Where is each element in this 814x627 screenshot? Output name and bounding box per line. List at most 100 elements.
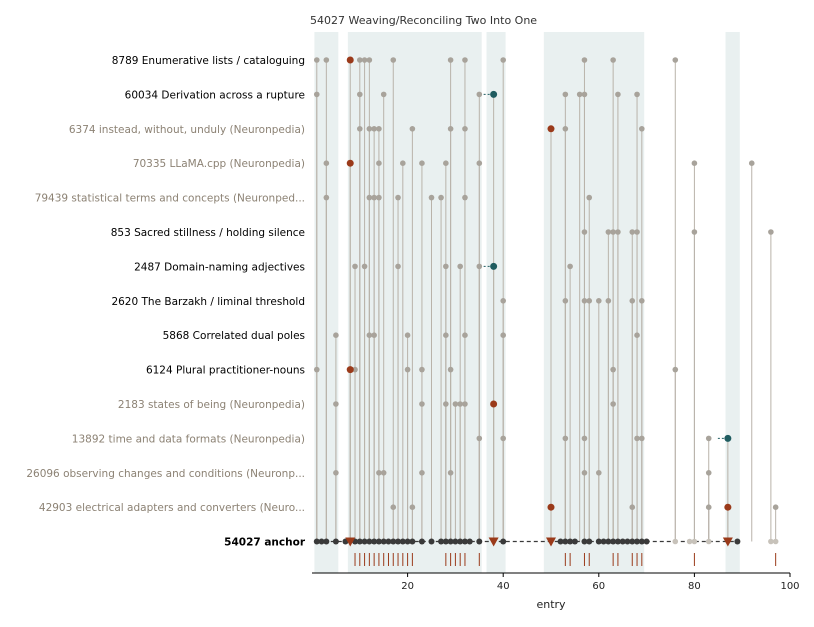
point-row0-x1 (313, 57, 320, 63)
teal-point-row6-x38 (490, 262, 498, 270)
anchor-point-x27 (438, 538, 445, 545)
point-row1-x35 (476, 91, 483, 98)
point-row9-x9 (352, 366, 358, 373)
band-3 (543, 32, 645, 573)
x-tick-label-80: 80 (688, 581, 701, 592)
point-row2-x12 (366, 126, 373, 132)
point-row13-x67 (629, 504, 636, 511)
point-row12-x60 (596, 470, 602, 476)
point-row3-x23 (419, 160, 425, 166)
point-row12-x83 (705, 470, 712, 476)
anchor-point-x10 (356, 538, 363, 545)
point-row3-x3 (323, 160, 330, 166)
anchor-faded-x97 (772, 538, 779, 545)
points-layer (313, 56, 779, 566)
point-row1-x53 (562, 91, 569, 98)
point-row12-x23 (419, 470, 425, 476)
anchor-point-x16 (385, 538, 392, 545)
anchor-point-x28 (442, 538, 449, 545)
teal-point-row11-x87 (724, 434, 732, 442)
point-row0-x32 (462, 57, 468, 63)
point-row6-x35 (476, 263, 483, 270)
x-axis: 20 40 60 80 100 (312, 572, 800, 592)
anchor-point-x11 (361, 538, 368, 545)
point-row4-x12 (366, 194, 373, 201)
point-row10-x63 (610, 401, 616, 407)
point-row6-x31 (457, 263, 463, 270)
anchor-point-x54 (567, 538, 574, 545)
point-row5-x96 (768, 229, 774, 235)
point-row9-x23 (419, 366, 425, 373)
anchor-point-x89 (734, 538, 741, 545)
anchor-faded-x83 (705, 538, 712, 545)
point-row7-x58 (586, 298, 593, 304)
point-row9-x29 (447, 366, 454, 373)
highlight-row13-x50 (547, 503, 555, 511)
point-row0-x63 (610, 57, 616, 63)
point-row12-x14 (376, 470, 382, 476)
point-row1-x64 (615, 91, 621, 98)
point-row13-x21 (409, 504, 416, 511)
point-row11-x35 (476, 435, 483, 442)
band-1 (347, 32, 482, 573)
point-row6-x54 (567, 263, 573, 270)
anchor-point-x40 (500, 538, 507, 545)
point-row6-x11 (361, 263, 368, 270)
point-row13-x17 (390, 504, 397, 511)
point-row2-x21 (409, 126, 416, 132)
row-label-0: 8789 Enumerative lists / cataloguing (112, 55, 305, 67)
anchor-point-x18 (395, 538, 402, 545)
anchor-triangle-x87 (722, 537, 733, 547)
point-row1-x56 (576, 91, 583, 98)
point-row9-x76 (672, 366, 679, 373)
anchor-point-x12 (366, 538, 373, 545)
anchor-faded-x96 (768, 538, 774, 545)
point-row3-x14 (376, 160, 382, 166)
anchor-point-x33 (466, 538, 473, 545)
labels-layer: 8789 Enumerative lists / cataloguing 6003… (26, 55, 305, 549)
point-row8-x5 (333, 332, 339, 339)
anchor-point-x21 (409, 538, 416, 545)
point-row2-x29 (447, 126, 454, 132)
anchor-point-x20 (404, 538, 411, 545)
point-row1-x1 (313, 91, 320, 98)
row-label-3: 70335 LLaMA.cpp (Neuronpedia) (133, 158, 305, 170)
anchor-point-x67 (629, 538, 636, 545)
row-label-6: 2487 Domain-naming adjectives (134, 261, 305, 273)
point-row5-x80 (691, 229, 698, 235)
point-row4-x27 (438, 194, 444, 201)
point-row11-x83 (705, 435, 712, 442)
anchor-point-x57 (581, 538, 588, 545)
row-label-10: 2183 states of being (Neuronpedia) (118, 399, 305, 411)
point-row8-x40 (500, 332, 507, 339)
anchor-point-x63 (610, 538, 617, 545)
point-row2-x53 (562, 126, 569, 132)
point-row9-x1 (313, 366, 320, 373)
point-row0-x40 (500, 57, 507, 63)
chart-title: 54027 Weaving/Reconciling Two Into One (310, 14, 537, 27)
stems-layer (316, 60, 777, 543)
anchor-point-x14 (375, 538, 382, 545)
row-label-4: 79439 statistical terms and concepts (Ne… (35, 193, 305, 205)
anchor-point-x23 (418, 538, 425, 545)
anchor-point-x1 (313, 538, 320, 545)
point-row8-x13 (371, 332, 377, 339)
point-row11-x57 (581, 435, 588, 442)
point-row9-x20 (404, 366, 411, 373)
point-row3-x19 (400, 160, 406, 166)
point-row7-x67 (629, 298, 636, 304)
point-row7-x62 (605, 298, 612, 304)
point-row8-x68 (634, 332, 640, 339)
point-row0-x11 (361, 57, 368, 63)
point-row4-x3 (323, 194, 330, 201)
point-row12-x29 (447, 470, 454, 476)
anchor-faded-x76 (672, 538, 679, 545)
row-label-5: 853 Sacred stillness / holding silence (111, 227, 305, 239)
point-row5-x57 (581, 229, 588, 235)
point-row0-x76 (672, 57, 679, 63)
anchor-label: 54027 anchor (224, 537, 306, 549)
point-row5-x63 (610, 229, 616, 235)
row-label-1: 60034 Derivation across a rupture (125, 89, 305, 101)
bands-layer (314, 32, 740, 573)
highlight-row13-x87 (724, 503, 732, 511)
